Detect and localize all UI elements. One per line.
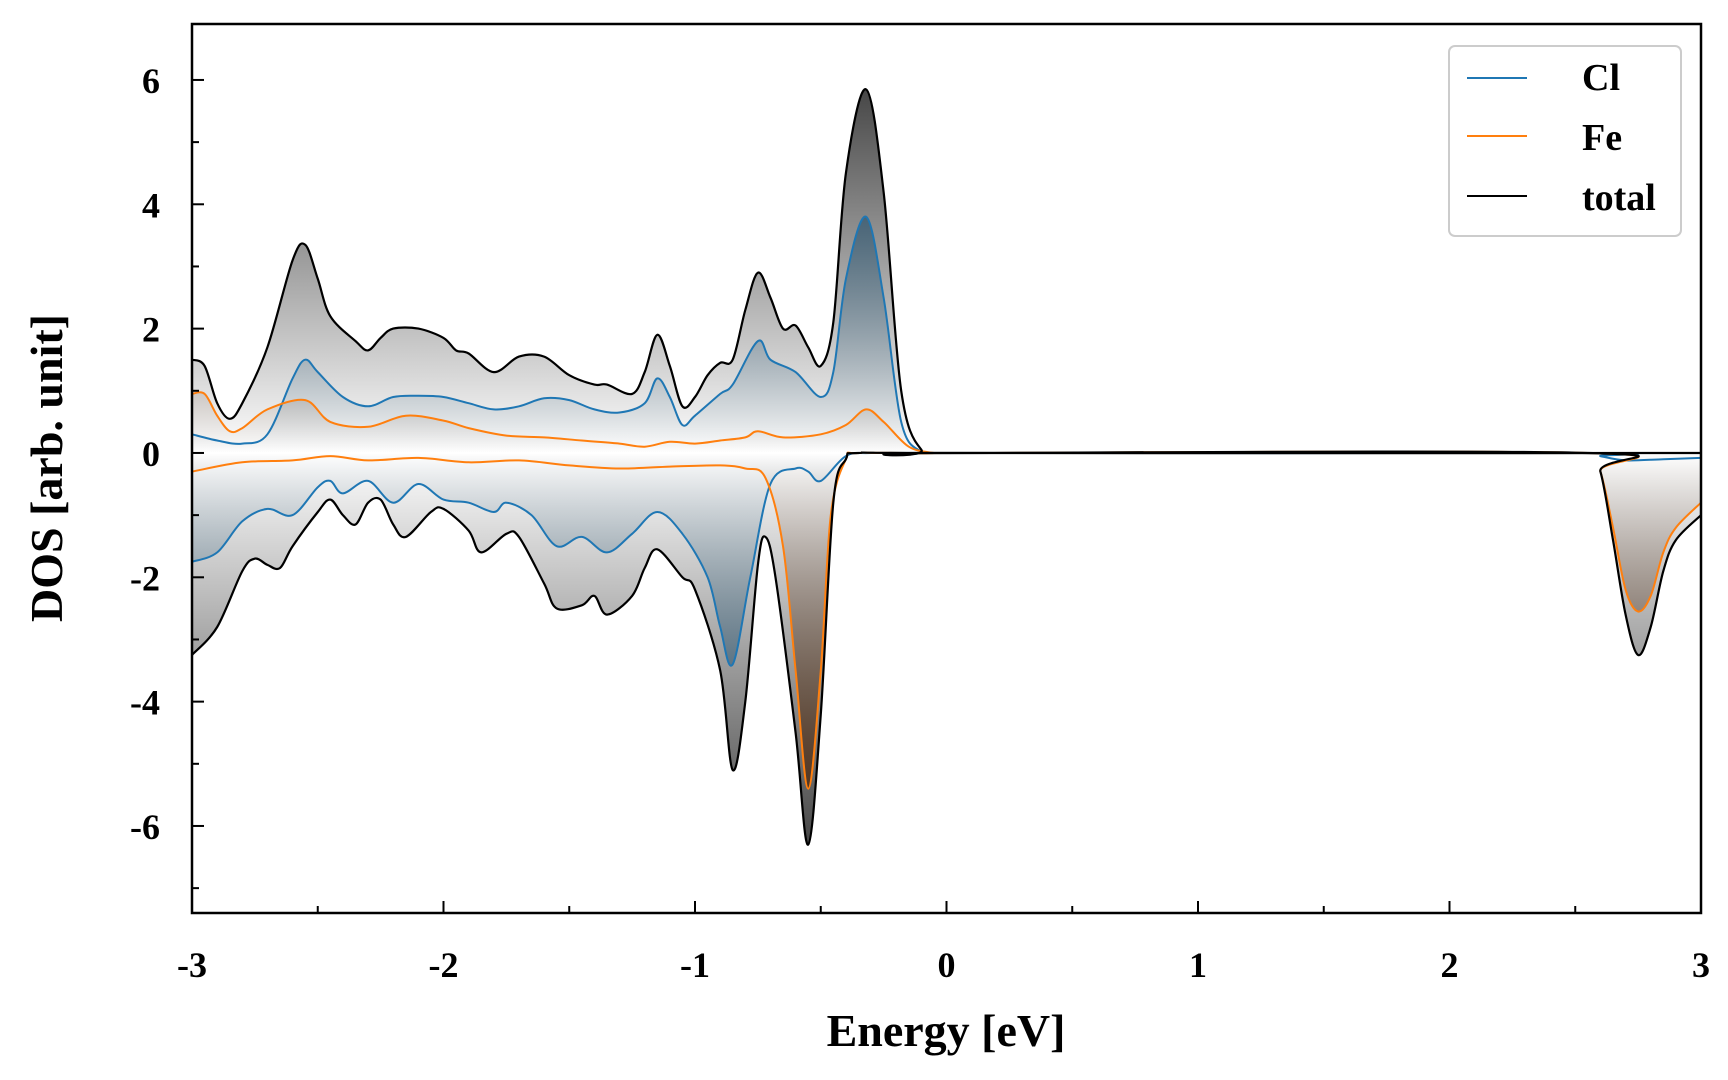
x-tick-label: 0 xyxy=(938,945,956,985)
legend-box xyxy=(1448,45,1682,237)
fe-up-fill xyxy=(192,392,1701,454)
cl-up-line xyxy=(191,215,1701,456)
y-tick-label: -6 xyxy=(130,807,160,847)
x-axis-ticks: -3 -2 -1 0 1 2 3 xyxy=(177,901,1710,985)
series-lines xyxy=(191,88,1702,846)
total-down-fill xyxy=(192,451,1701,845)
x-tick-label: -3 xyxy=(177,945,207,985)
y-axis-ticks: 6 4 2 0 -2 -4 -6 xyxy=(130,61,204,890)
total-down-line xyxy=(191,450,1702,846)
x-tick-label: 2 xyxy=(1441,945,1459,985)
total-up-line xyxy=(191,88,1702,457)
x-tick-label: -2 xyxy=(429,945,459,985)
y-tick-label: 0 xyxy=(142,434,160,474)
fe-down-line xyxy=(191,450,1702,790)
legend-label-cl: Cl xyxy=(1582,57,1620,99)
x-tick-label: 1 xyxy=(1189,945,1207,985)
y-tick-label: 2 xyxy=(142,310,160,350)
y-tick-label: 4 xyxy=(142,185,160,225)
cl-down-fill xyxy=(192,452,1701,666)
series-fills xyxy=(192,89,1701,845)
x-tick-label: -1 xyxy=(680,945,710,985)
legend-label-fe: Fe xyxy=(1582,117,1622,159)
x-axis-label: Energy [eV] xyxy=(827,1005,1066,1056)
legend: Cl Fe total xyxy=(1448,45,1682,237)
y-tick-label: 6 xyxy=(142,61,160,101)
y-tick-label: -4 xyxy=(130,683,160,723)
legend-label-total: total xyxy=(1582,177,1656,219)
x-tick-label: 3 xyxy=(1692,945,1710,985)
fe-up-line xyxy=(191,391,1701,455)
y-tick-label: -2 xyxy=(130,558,160,598)
y-axis-label: DOS [arb. unit] xyxy=(21,314,72,622)
